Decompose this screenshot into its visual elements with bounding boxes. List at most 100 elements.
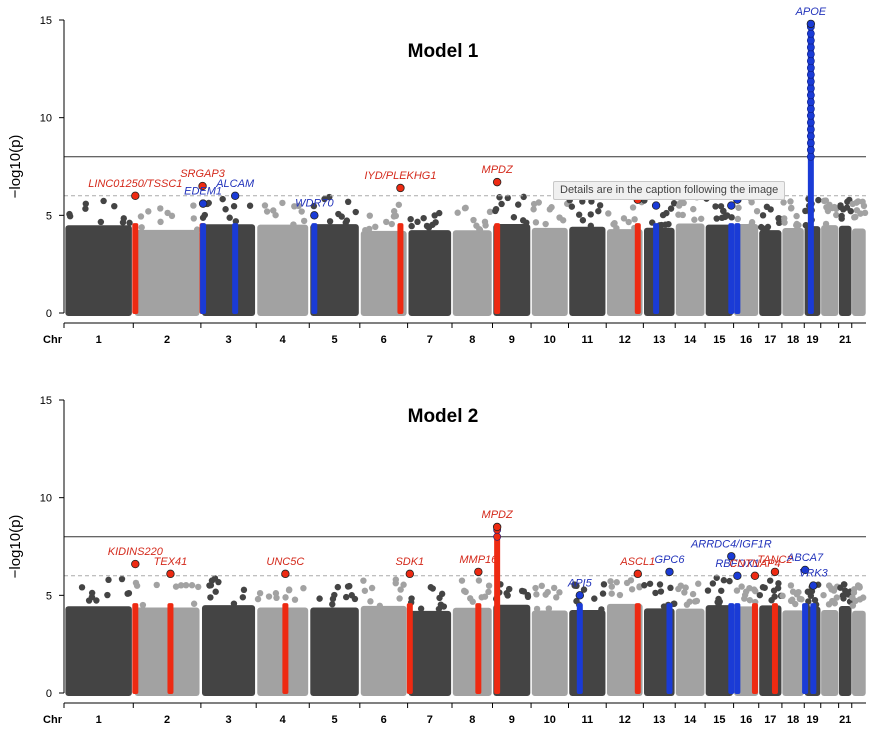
chr-tick-label: 9: [509, 714, 515, 726]
chr-16-snp-point: [738, 583, 745, 590]
locus-tanc2: TANC2: [757, 554, 793, 694]
chr-10-snp-point: [533, 605, 541, 613]
gene-label: SRGAP3: [180, 168, 226, 180]
chr-14-snp-point: [697, 215, 705, 222]
locus-snp-point: [806, 132, 815, 141]
chr-16-snp-point: [734, 215, 742, 223]
chr-19-snp-point: [815, 196, 822, 204]
chr-20-block: [821, 225, 839, 316]
chr-6-snp-point: [366, 225, 373, 233]
chr-6-snp-point: [366, 212, 373, 219]
lead-snp-point: [166, 569, 175, 579]
chr-16-snp-point: [746, 596, 754, 604]
y-tick-label: 5: [46, 590, 52, 602]
chr-tick-label: 10: [544, 334, 556, 346]
chr-5-snp-point: [334, 583, 342, 591]
lead-snp-point: [806, 19, 816, 29]
chr-12-snp-point: [623, 579, 631, 587]
chr-1-snp-point: [111, 202, 118, 210]
chr-tick-label: 7: [427, 714, 433, 726]
chr-tick-label: 1: [96, 334, 102, 346]
chr-20-snp-point: [822, 220, 830, 228]
chr-20-snp-point: [831, 203, 838, 211]
chr-22-snp-point: [860, 202, 868, 210]
chr-tick-label: 1: [96, 714, 102, 726]
chr-12-snp-point: [620, 215, 628, 222]
chr-5-snp-point: [343, 217, 351, 224]
chr-21-snp-point: [838, 212, 845, 220]
y-axis-label: −log10(p): [7, 135, 24, 199]
chr-7-snp-point: [440, 603, 448, 610]
chr-15-snp-point: [720, 577, 728, 584]
chr-3-snp-point: [230, 600, 238, 607]
y-tick-label: 5: [46, 210, 52, 222]
chr-12-snp-point: [616, 591, 624, 599]
chr-8-snp-point: [469, 598, 476, 605]
gene-label: LINC01250/TSSC1: [88, 178, 182, 190]
chr-6-snp-point: [397, 586, 404, 593]
gene-label: API5: [567, 577, 593, 589]
chr-7-block: [408, 610, 452, 696]
chr-16-snp-point: [733, 587, 741, 594]
chr-13-snp-point: [659, 211, 667, 219]
chr-3-snp-point: [199, 214, 207, 221]
chr-1-snp-point: [100, 197, 107, 205]
chr-22-block: [852, 228, 866, 316]
chr-10-snp-point: [546, 206, 554, 213]
chr-tick-label: 2: [164, 714, 170, 726]
locus-edem1: EDEM1: [184, 186, 222, 314]
chr-6-snp-point: [372, 223, 379, 231]
locus-column: [132, 223, 139, 314]
chr-7-snp-point: [429, 585, 436, 592]
gene-label: APOE: [795, 6, 827, 18]
locus-snp-point: [806, 43, 815, 52]
chr-tick-label: 4: [280, 714, 287, 726]
locus-ascl1: ASCL1: [619, 556, 655, 694]
chr-14-snp-point: [675, 211, 682, 218]
chr-10-snp-point: [544, 588, 551, 596]
locus-column: [494, 223, 501, 314]
chr-8-snp-point: [462, 204, 469, 212]
chr-14-snp-point: [690, 205, 697, 213]
chr-12-block: [606, 603, 643, 696]
chr-17-block: [759, 605, 782, 696]
locus-sdk1: SDK1: [395, 556, 424, 694]
locus-abca7: ABCA7: [786, 552, 824, 694]
gene-label: MPDZ: [482, 164, 514, 176]
chr-10-snp-point: [545, 605, 553, 612]
y-tick-label: 10: [40, 113, 52, 125]
chr-10-snp-point: [530, 206, 537, 213]
chr-12-snp-point: [613, 224, 620, 232]
locus-column: [634, 223, 641, 314]
chr-3-snp-point: [215, 578, 222, 586]
chr-2-snp-point: [138, 224, 145, 231]
locus-column: [751, 603, 758, 694]
locus-unlabeled: [651, 201, 661, 314]
chr-6-snp-point: [395, 201, 403, 208]
chr-18-snp-point: [780, 199, 787, 206]
locus-snp-point: [806, 70, 815, 79]
chr-1-snp-point: [82, 200, 89, 207]
chr-tick-label: 17: [764, 714, 776, 726]
chr-18-block: [782, 228, 804, 316]
chr-5-snp-point: [326, 218, 334, 225]
chr-10-snp-point: [550, 584, 558, 592]
chr-tick-label: 7: [427, 334, 433, 346]
locus-rbfox1: RBFOX1: [715, 558, 759, 694]
chr-3-snp-point: [212, 588, 219, 595]
chr-tick-label: 14: [684, 714, 697, 726]
chr-7-snp-point: [420, 214, 427, 222]
chr-13-snp-point: [656, 581, 664, 588]
chr-12-snp-point: [613, 579, 620, 586]
chr-2-snp-point: [190, 600, 198, 607]
locus-snp-point: [806, 125, 815, 134]
chr-10-block: [531, 610, 568, 696]
chr-4-block: [257, 224, 309, 316]
chr-8-snp-point: [470, 216, 477, 224]
chr-15-block: [705, 605, 734, 696]
chr-7-snp-point: [408, 595, 415, 602]
chr-12-block: [606, 229, 643, 316]
y-axis: 0 5 10 15 −log10(p): [7, 395, 65, 700]
chr-5-snp-point: [343, 593, 350, 601]
